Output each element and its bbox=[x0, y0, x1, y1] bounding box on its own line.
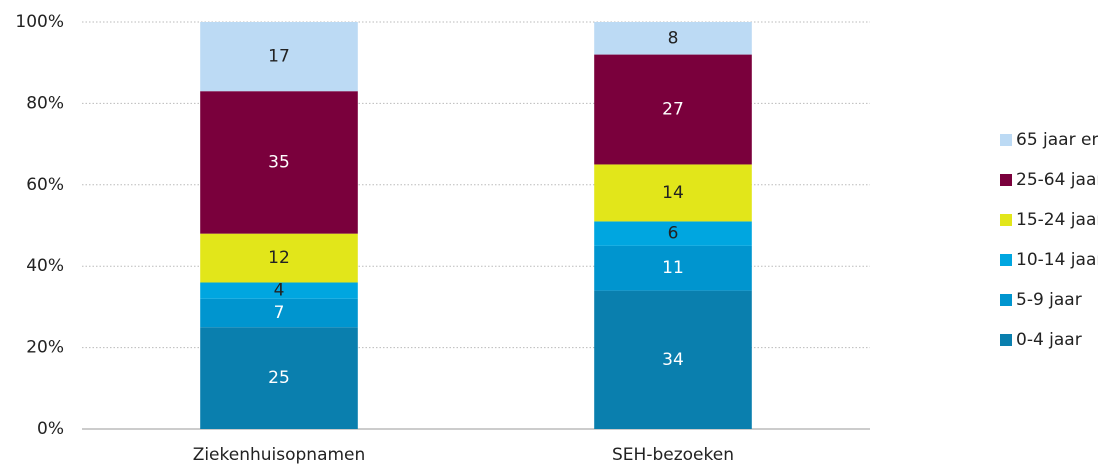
data-label: 14 bbox=[662, 183, 684, 203]
bar-segment bbox=[594, 245, 752, 291]
x-tick-label: Ziekenhuisopnamen bbox=[193, 445, 366, 464]
data-label: 4 bbox=[274, 281, 285, 301]
data-label: 12 bbox=[268, 248, 290, 268]
legend-label: 5-9 jaar bbox=[1016, 290, 1082, 310]
y-tick-label: 80% bbox=[26, 93, 64, 113]
data-label: 7 bbox=[274, 303, 285, 323]
data-label: 11 bbox=[662, 258, 684, 278]
bar-segment bbox=[200, 22, 358, 92]
bar-segment bbox=[594, 290, 752, 429]
data-label: 27 bbox=[662, 100, 684, 120]
bar-segment bbox=[594, 164, 752, 222]
y-tick-label: 20% bbox=[26, 338, 64, 358]
bar-segment bbox=[200, 298, 358, 328]
bar-segment bbox=[594, 22, 752, 55]
bar-segment bbox=[200, 233, 358, 283]
legend-label: 10-14 jaar bbox=[1016, 250, 1098, 270]
data-label: 35 bbox=[268, 152, 290, 172]
legend-label: 25-64 jaar bbox=[1016, 170, 1098, 190]
bar-segment bbox=[200, 327, 358, 429]
legend-swatch bbox=[1000, 134, 1012, 146]
y-tick-label: 40% bbox=[26, 256, 64, 276]
data-label: 25 bbox=[268, 368, 290, 388]
legend-swatch bbox=[1000, 334, 1012, 346]
legend-swatch bbox=[1000, 294, 1012, 306]
y-tick-label: 100% bbox=[15, 12, 64, 32]
y-tick-label: 0% bbox=[37, 419, 64, 439]
legend-label: 65 jaar en ouder bbox=[1016, 130, 1098, 150]
bar-segment bbox=[594, 221, 752, 246]
y-tick-label: 60% bbox=[26, 175, 64, 195]
data-label: 34 bbox=[662, 350, 684, 370]
bar-segment bbox=[594, 54, 752, 165]
data-label: 6 bbox=[668, 224, 679, 244]
legend-swatch bbox=[1000, 174, 1012, 186]
legend-swatch bbox=[1000, 254, 1012, 266]
data-label: 17 bbox=[268, 47, 290, 67]
legend-label: 15-24 jaar bbox=[1016, 210, 1098, 230]
legend-label: 0-4 jaar bbox=[1016, 330, 1082, 350]
bar-segment bbox=[200, 91, 358, 234]
data-label: 8 bbox=[668, 28, 679, 48]
x-tick-label: SEH-bezoeken bbox=[612, 445, 734, 464]
bar-segment bbox=[200, 282, 358, 299]
legend-swatch bbox=[1000, 214, 1012, 226]
